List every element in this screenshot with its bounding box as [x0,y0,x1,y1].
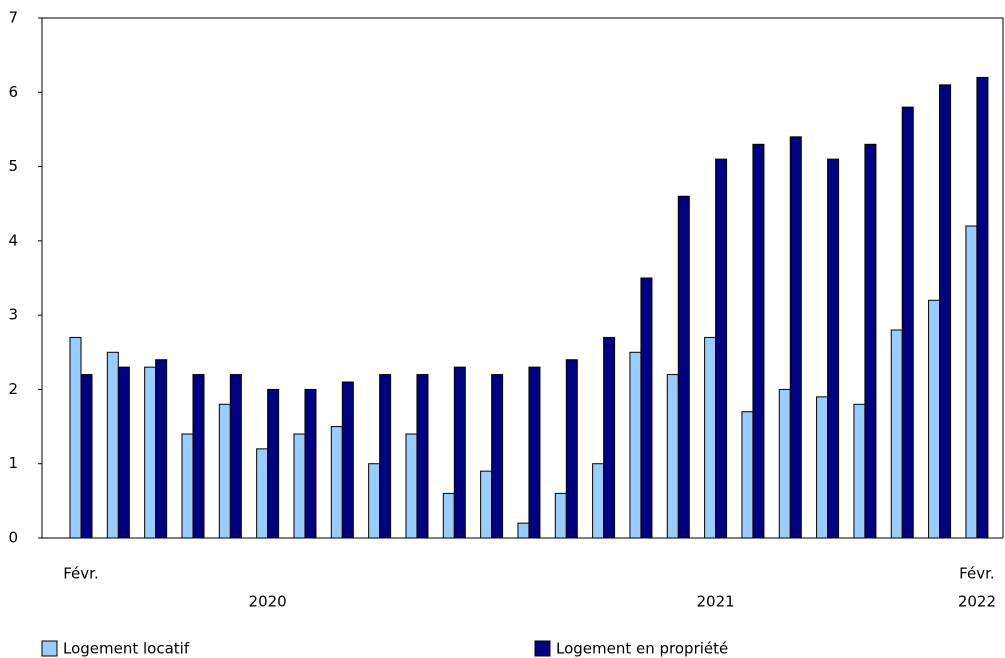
bar [965,225,978,539]
bar [789,136,802,539]
y-tick-label: 5 [8,157,18,175]
bar [229,374,242,539]
y-tick-label: 2 [8,380,18,398]
y-tick-label: 1 [8,454,18,472]
bar [939,84,952,539]
bar [554,492,567,539]
bar [442,492,455,539]
x-tick-label: Févr. [959,565,994,583]
bar [666,374,679,539]
x-tick-label: Févr. [63,565,98,583]
bar [341,381,354,539]
y-tick-label: 0 [8,529,18,547]
bar [677,195,690,539]
bar [827,158,840,539]
bar [864,143,877,539]
y-tick-label: 4 [8,231,18,249]
bar [379,374,392,539]
bar [901,106,914,539]
bar [405,433,418,539]
bar [117,366,130,539]
bar [816,396,829,539]
bar [778,388,791,539]
x-group-label: 2021 [697,593,735,611]
legend-swatch [534,640,551,657]
bar [528,366,541,539]
bar [144,366,157,539]
bar [853,403,866,539]
bar [592,463,605,539]
bar [181,433,194,539]
bar [69,336,82,539]
bar [416,374,429,539]
bar [368,463,381,539]
bar [304,388,317,539]
bar [890,329,903,539]
bar [256,448,269,539]
bar [704,336,717,539]
y-tick-label: 3 [8,306,18,324]
bar [491,374,504,539]
legend-label: Logement locatif [63,640,190,658]
x-group-label: 2022 [958,593,996,611]
bar [106,351,119,539]
bar [752,143,765,539]
bar [330,426,343,539]
y-tick-label: 6 [8,83,18,101]
bar [715,158,728,539]
bar [293,433,306,539]
x-group-label: 2020 [249,593,287,611]
y-tick-label: 7 [8,9,18,27]
bar [565,359,578,539]
plot-frame [41,17,1004,538]
bar [80,374,93,539]
legend-swatch [41,640,58,657]
bar [629,351,642,539]
bar [603,336,616,539]
bar [741,411,754,539]
bar [640,277,653,539]
legend-label: Logement en propriété [556,640,728,658]
bar [976,76,989,539]
bar [155,359,168,539]
bar [928,299,941,539]
bar [517,522,530,539]
bar [453,366,466,539]
bar [480,470,493,539]
bar [192,374,205,539]
bar [218,403,231,539]
bar [267,388,280,539]
